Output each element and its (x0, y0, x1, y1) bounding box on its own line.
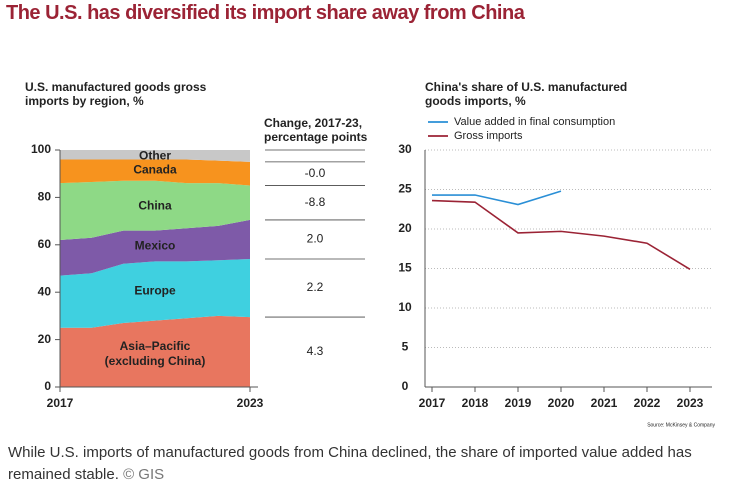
y-tick-label: 0 (402, 379, 409, 393)
area (60, 219, 250, 276)
area (60, 159, 250, 186)
change-value: 2.2 (307, 280, 324, 294)
x-tick-label: 2018 (462, 396, 489, 410)
change-title: Change, 2017-23, percentage points (264, 116, 368, 144)
y-tick-label: 10 (398, 300, 412, 314)
area (60, 315, 250, 387)
y-tick-label: 5 (402, 340, 409, 354)
x-tick-label: 2023 (677, 396, 704, 410)
change-value: -8.8 (305, 195, 326, 209)
change-value: 2.0 (307, 232, 324, 246)
line (432, 190, 562, 206)
change-value: 4.3 (307, 344, 324, 358)
series-label: China (138, 198, 172, 213)
x-tick-label: 2020 (548, 396, 575, 410)
series-label: Europe (134, 283, 176, 298)
x-tick-label: 2023 (237, 396, 264, 410)
chart-title: U.S. manufactured goods gross imports by… (25, 80, 207, 108)
y-tick-label: 30 (398, 142, 412, 156)
credit: © GIS (123, 466, 165, 483)
series-label: Mexico (134, 238, 176, 253)
x-tick-label: 2019 (505, 396, 532, 410)
line (431, 199, 691, 270)
change-value: -0.0 (305, 166, 326, 180)
x-tick-label: 2017 (419, 396, 446, 410)
chart-title: China's share of U.S. manufactured goods… (425, 80, 628, 108)
caption-text: While U.S. imports of manufactured goods… (8, 444, 692, 483)
area (60, 180, 250, 241)
headline: The U.S. has diversified its import shar… (6, 2, 525, 24)
y-tick-label: 0 (44, 379, 51, 393)
series-label: Canada (133, 162, 177, 177)
y-tick-label: 25 (398, 182, 412, 196)
y-tick-label: 15 (398, 261, 412, 275)
area (60, 259, 250, 328)
chart: Source: McKinsey & Company 4.3 2.2 2.0 -8.8… (31, 116, 716, 428)
y-tick-label: 80 (38, 190, 52, 204)
series-label: Other (138, 148, 172, 163)
y-tick-label: 20 (398, 221, 412, 235)
legend-label: Gross imports (454, 130, 523, 142)
area (60, 150, 250, 162)
y-tick-label: 40 (38, 284, 52, 298)
x-tick-label: 2017 (47, 396, 74, 410)
y-tick-label: 20 (38, 332, 52, 346)
caption: While U.S. imports of manufactured goods… (8, 442, 728, 486)
y-tick-label: 60 (38, 237, 52, 251)
y-tick-label: 100 (31, 142, 51, 156)
legend-label: Value added in final consumption (454, 116, 615, 128)
source: Source: McKinsey & Company (647, 422, 715, 428)
series-label: Asia–Pacific (excluding China) (104, 338, 206, 368)
x-tick-label: 2022 (634, 396, 661, 410)
x-tick-label: 2021 (591, 396, 618, 410)
